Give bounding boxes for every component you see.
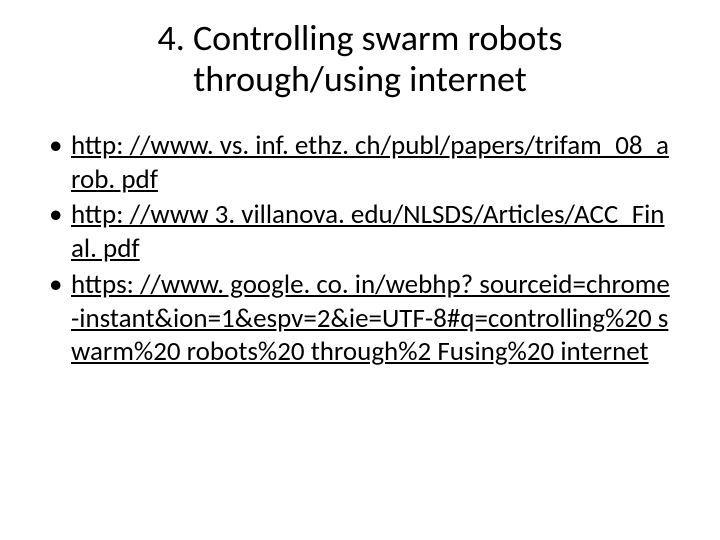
link-text[interactable]: https: //www. google. co. in/webhp? sour… (71, 268, 675, 369)
bullet-list: • http: //www. vs. inf. ethz. ch/publ/pa… (45, 129, 675, 369)
slide-title: 4. Controlling swarm robots through/usin… (45, 18, 675, 101)
bullet-item: • http: //www. vs. inf. ethz. ch/publ/pa… (45, 129, 675, 197)
bullet-marker-icon: • (45, 268, 71, 302)
bullet-item: • http: //www 3. villanova. edu/NLSDS/Ar… (45, 198, 675, 266)
bullet-marker-icon: • (45, 129, 71, 163)
bullet-marker-icon: • (45, 198, 71, 232)
bullet-item: • https: //www. google. co. in/webhp? so… (45, 268, 675, 369)
link-text[interactable]: http: //www. vs. inf. ethz. ch/publ/pape… (71, 129, 675, 197)
link-text[interactable]: http: //www 3. villanova. edu/NLSDS/Arti… (71, 198, 675, 266)
